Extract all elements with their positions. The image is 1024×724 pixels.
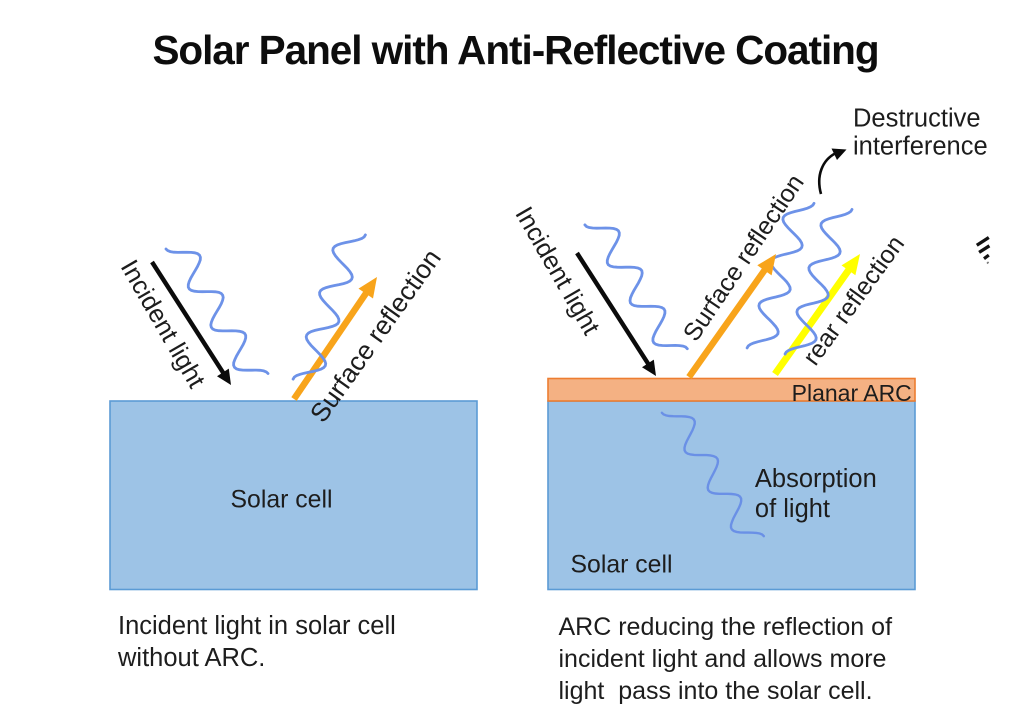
svg-text:interference: interference — [853, 133, 988, 161]
svg-text:of light: of light — [755, 495, 830, 523]
svg-text:Solar cell: Solar cell — [231, 487, 333, 514]
svg-text:Solar cell: Solar cell — [571, 552, 673, 579]
svg-text:Destructive: Destructive — [853, 105, 981, 133]
svg-text:Surface reflection: Surface reflection — [678, 169, 810, 346]
svg-text:Absorption: Absorption — [755, 465, 877, 493]
svg-text:Surface reflection: Surface reflection — [304, 243, 447, 427]
svg-text:Planar ARC: Planar ARC — [792, 380, 912, 406]
svg-text:rear reflection: rear reflection — [798, 230, 911, 370]
